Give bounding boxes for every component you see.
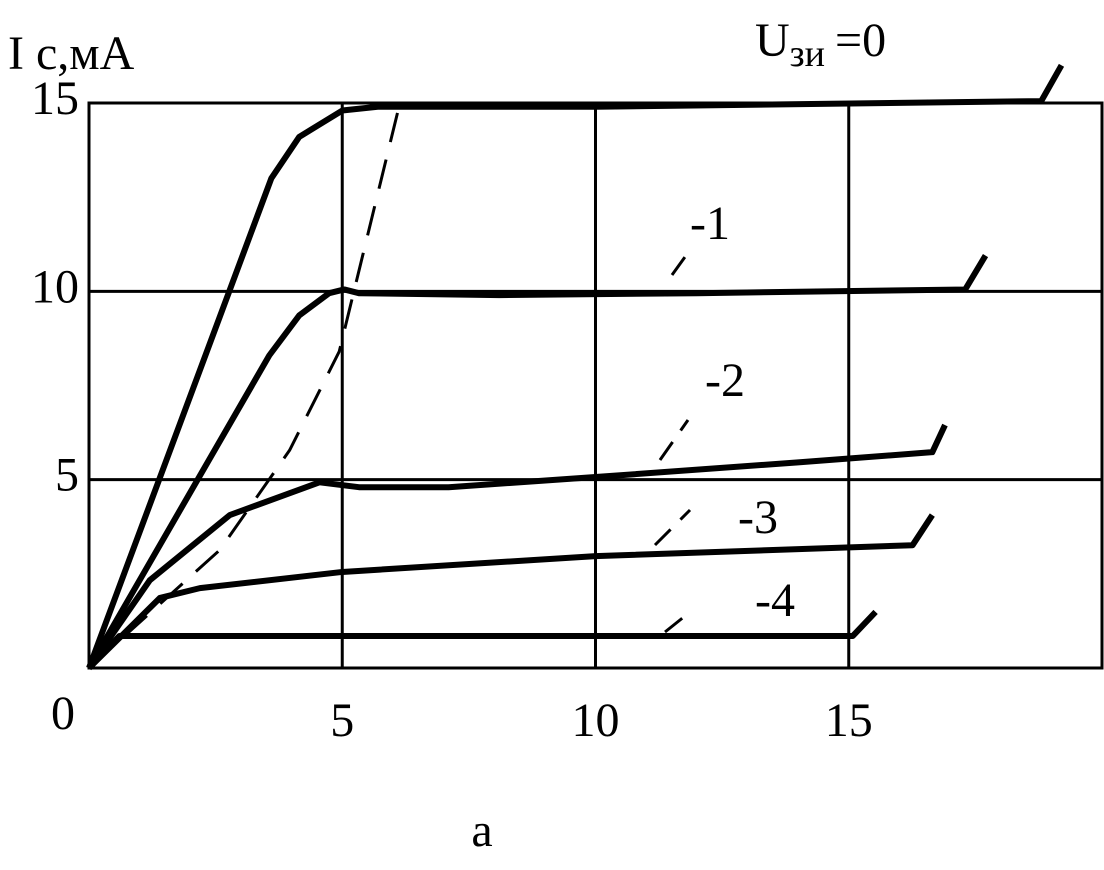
legend-subscript: зи: [790, 33, 825, 75]
y-tick-label: 10: [31, 260, 79, 313]
y-label-symbol: I: [8, 27, 24, 80]
x-tick-label: 5: [330, 694, 354, 747]
series-label: -1: [690, 197, 730, 250]
leader: [658, 419, 690, 461]
y-tick-label: 5: [55, 449, 79, 502]
series-name: 0: [862, 14, 886, 67]
x-tick-label: 15: [825, 694, 873, 747]
caption: а: [471, 804, 492, 857]
legend-symbol: U: [755, 14, 790, 67]
series-label: -3: [738, 491, 778, 544]
x-tick-label: 10: [572, 694, 620, 747]
curve: [86, 63, 1065, 670]
leader: [670, 249, 692, 276]
curve: [86, 609, 878, 671]
curve: [86, 254, 989, 670]
curve: [86, 513, 935, 671]
leader: [653, 508, 692, 547]
leader: [664, 610, 691, 634]
y-label-unit: с,мА: [36, 27, 135, 80]
y-tick-label: 15: [31, 72, 79, 125]
series-label: Uзи =0: [755, 14, 886, 75]
series-label: -4: [755, 574, 795, 627]
curve: [87, 106, 401, 670]
curve: [86, 423, 948, 670]
x-tick-label: 0: [51, 687, 75, 740]
series-label: -2: [705, 354, 745, 407]
legend-equals: =: [835, 14, 862, 67]
